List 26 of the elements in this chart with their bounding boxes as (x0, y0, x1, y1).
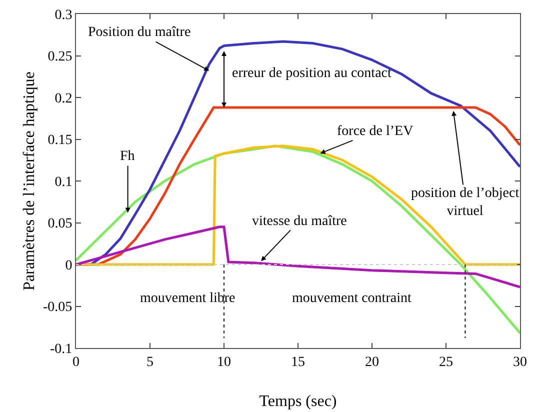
y-axis-title: Paramètres de l’interface haptique (21, 72, 38, 290)
y-tick-label: 0.3 (54, 8, 72, 23)
y-tick-label: 0 (65, 258, 72, 274)
y-tick-label: 0.1 (54, 174, 72, 190)
annotation: Fh (120, 149, 135, 164)
annotation: mouvement libre (140, 291, 236, 306)
x-axis-title: Temps (sec) (259, 393, 337, 410)
y-tick-label: 0.2 (54, 91, 72, 106)
y-tick-label: 0.05 (48, 216, 72, 232)
y-tick-label: -0.05 (43, 300, 72, 316)
y-tick-label: 0.15 (48, 133, 72, 148)
x-tick-label: 15 (291, 354, 305, 370)
annotation: erreur de position au contact (232, 66, 392, 81)
annotation: vitesse du maître (252, 214, 347, 229)
annotation: Position du maître (88, 25, 191, 40)
line-series (76, 226, 520, 288)
x-tick-label: 30 (513, 354, 527, 370)
annotation: position de l’object virtuel (411, 186, 520, 220)
x-tick-label: 25 (439, 354, 453, 370)
x-tick-label: 5 (146, 354, 154, 370)
y-tick-label: -0.1 (50, 342, 72, 357)
x-tick-label: 10 (217, 354, 231, 370)
annotation: force de l’EV (337, 124, 414, 139)
annotation: mouvement contraint (292, 291, 412, 306)
x-tick-label: 20 (365, 354, 379, 370)
y-tick-label: 0.25 (48, 50, 72, 65)
